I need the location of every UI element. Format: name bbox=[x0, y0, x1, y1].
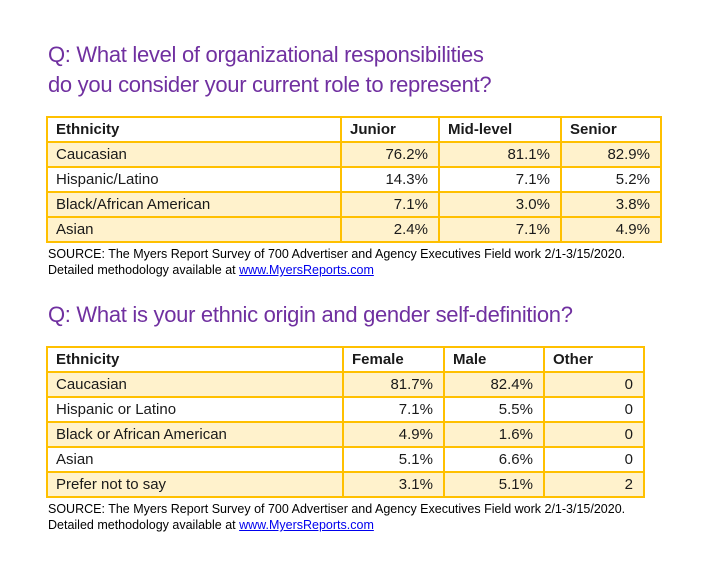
cell-value: 14.3% bbox=[340, 166, 440, 193]
cell-value: 76.2% bbox=[340, 141, 440, 168]
row-label: Prefer not to say bbox=[46, 471, 344, 498]
methodology-text: Detailed methodology available at bbox=[48, 518, 240, 532]
column-header-male: Male bbox=[443, 346, 545, 373]
cell-value: 4.9% bbox=[560, 216, 662, 243]
table-header-row: Ethnicity Junior Mid-level Senior bbox=[46, 116, 662, 143]
row-label: Hispanic or Latino bbox=[46, 396, 344, 423]
cell-value: 5.1% bbox=[342, 446, 445, 473]
column-header-other: Other bbox=[543, 346, 645, 373]
row-label: Black or African American bbox=[46, 421, 344, 448]
table-row: Black or African American 4.9% 1.6% 0 bbox=[46, 421, 645, 448]
cell-value: 7.1% bbox=[342, 396, 445, 423]
question-heading-ethnic-gender: Q: What is your ethnic origin and gender… bbox=[48, 300, 685, 330]
myers-reports-link[interactable]: www.MyersReports.com bbox=[239, 518, 374, 532]
source-note-1: SOURCE: The Myers Report Survey of 700 A… bbox=[48, 246, 695, 278]
cell-value: 3.0% bbox=[438, 191, 562, 218]
row-label: Asian bbox=[46, 216, 342, 243]
table-row: Caucasian 81.7% 82.4% 0 bbox=[46, 371, 645, 398]
methodology-line: Detailed methodology available at www.My… bbox=[48, 517, 695, 533]
cell-value: 81.1% bbox=[438, 141, 562, 168]
column-header-ethnicity: Ethnicity bbox=[46, 116, 342, 143]
table-row: Hispanic or Latino 7.1% 5.5% 0 bbox=[46, 396, 645, 423]
cell-value: 3.1% bbox=[342, 471, 445, 498]
cell-value: 4.9% bbox=[342, 421, 445, 448]
table-row: Prefer not to say 3.1% 5.1% 2 bbox=[46, 471, 645, 498]
column-header-senior: Senior bbox=[560, 116, 662, 143]
cell-value: 5.2% bbox=[560, 166, 662, 193]
table-row: Asian 2.4% 7.1% 4.9% bbox=[46, 216, 662, 243]
methodology-line: Detailed methodology available at www.My… bbox=[48, 262, 695, 278]
cell-value: 2 bbox=[543, 471, 645, 498]
question-heading-role-level-line2: do you consider your current role to rep… bbox=[48, 72, 492, 97]
row-label: Caucasian bbox=[46, 141, 342, 168]
cell-value: 81.7% bbox=[342, 371, 445, 398]
cell-value: 0 bbox=[543, 446, 645, 473]
question-heading-role-level: Q: What level of organizational responsi… bbox=[48, 40, 685, 100]
cell-value: 0 bbox=[543, 421, 645, 448]
cell-value: 7.1% bbox=[438, 216, 562, 243]
cell-value: 5.5% bbox=[443, 396, 545, 423]
myers-reports-link[interactable]: www.MyersReports.com bbox=[239, 263, 374, 277]
cell-value: 6.6% bbox=[443, 446, 545, 473]
cell-value: 0 bbox=[543, 396, 645, 423]
table-row: Caucasian 76.2% 81.1% 82.9% bbox=[46, 141, 662, 168]
table-row: Hispanic/Latino 14.3% 7.1% 5.2% bbox=[46, 166, 662, 193]
table-row: Black/African American 7.1% 3.0% 3.8% bbox=[46, 191, 662, 218]
ethnicity-by-gender-table: Ethnicity Female Male Other Caucasian 81… bbox=[46, 346, 645, 498]
question-heading-role-level-line1: Q: What level of organizational responsi… bbox=[48, 42, 484, 67]
cell-value: 0 bbox=[543, 371, 645, 398]
question-heading-ethnic-gender-line1: Q: What is your ethnic origin and gender… bbox=[48, 302, 573, 327]
row-label: Hispanic/Latino bbox=[46, 166, 342, 193]
source-text: SOURCE: The Myers Report Survey of 700 A… bbox=[48, 247, 626, 261]
column-header-junior: Junior bbox=[340, 116, 440, 143]
cell-value: 82.4% bbox=[443, 371, 545, 398]
cell-value: 1.6% bbox=[443, 421, 545, 448]
row-label: Asian bbox=[46, 446, 344, 473]
row-label: Black/African American bbox=[46, 191, 342, 218]
column-header-mid-level: Mid-level bbox=[438, 116, 562, 143]
cell-value: 82.9% bbox=[560, 141, 662, 168]
source-note-2: SOURCE: The Myers Report Survey of 700 A… bbox=[48, 501, 695, 533]
cell-value: 7.1% bbox=[340, 191, 440, 218]
table-row: Asian 5.1% 6.6% 0 bbox=[46, 446, 645, 473]
cell-value: 5.1% bbox=[443, 471, 545, 498]
cell-value: 7.1% bbox=[438, 166, 562, 193]
cell-value: 2.4% bbox=[340, 216, 440, 243]
row-label: Caucasian bbox=[46, 371, 344, 398]
source-text: SOURCE: The Myers Report Survey of 700 A… bbox=[48, 502, 626, 516]
column-header-female: Female bbox=[342, 346, 445, 373]
methodology-text: Detailed methodology available at bbox=[48, 263, 240, 277]
column-header-ethnicity: Ethnicity bbox=[46, 346, 344, 373]
ethnicity-by-role-level-table: Ethnicity Junior Mid-level Senior Caucas… bbox=[46, 116, 662, 243]
cell-value: 3.8% bbox=[560, 191, 662, 218]
table-header-row: Ethnicity Female Male Other bbox=[46, 346, 645, 373]
